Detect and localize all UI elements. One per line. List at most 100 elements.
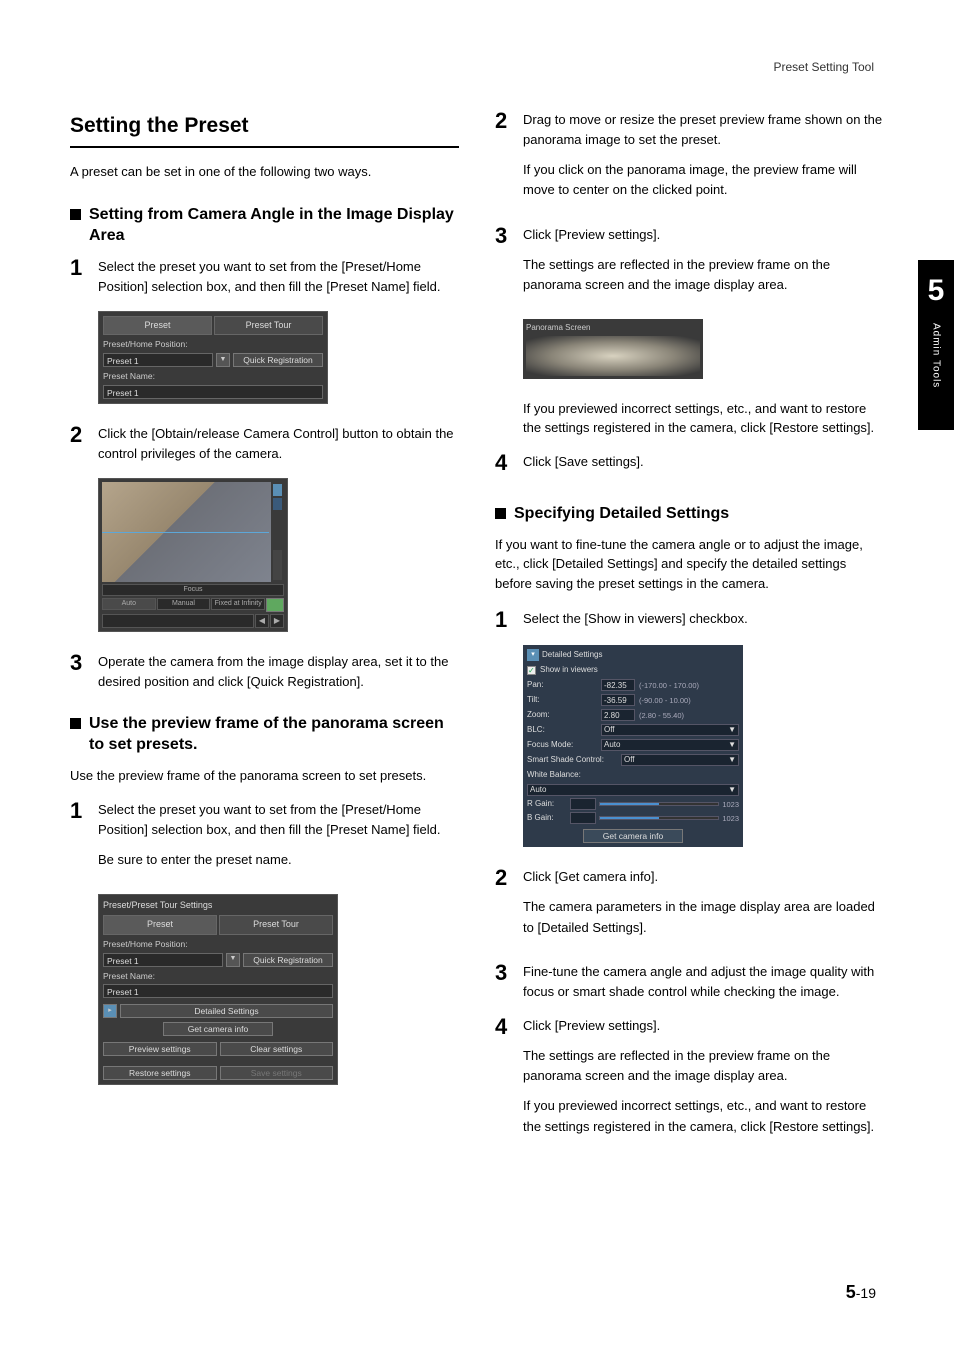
sectA-step3: 3 Operate the camera from the image disp… (70, 652, 459, 692)
square-bullet-icon (70, 718, 81, 729)
section-c-title: Specifying Detailed Settings (514, 504, 729, 525)
tab-preset-tour[interactable]: Preset Tour (214, 316, 323, 336)
r-gain-input[interactable] (570, 798, 596, 810)
dropdown-arrow-icon[interactable]: ▼ (226, 953, 240, 967)
panorama-screen-label: Panorama Screen (526, 322, 700, 334)
r-gain-slider[interactable] (599, 802, 719, 806)
step-number: 1 (495, 609, 513, 631)
dropdown-arrow-icon[interactable]: ▼ (216, 353, 230, 367)
section-b-title: Use the preview frame of the panorama sc… (89, 714, 459, 756)
right-step3: 3 Click [Preview settings]. The settings… (495, 225, 884, 305)
page-footer: 5-19 (846, 1279, 876, 1306)
camera-live-image[interactable] (102, 482, 284, 582)
zoom-label: Zoom: (527, 709, 597, 721)
preset-position-select[interactable]: Preset 1 (103, 353, 213, 367)
step-number: 3 (495, 225, 513, 305)
footer-chapter: 5 (846, 1282, 856, 1302)
b-gain-max: 1023 (722, 813, 739, 824)
detailed-settings-button[interactable]: Detailed Settings (120, 1004, 333, 1018)
smart-shade-select[interactable]: Off▼ (621, 754, 739, 766)
focus-mode-select[interactable]: Auto▼ (601, 739, 739, 751)
b-gain-slider[interactable] (599, 816, 719, 820)
zoom-input[interactable]: 2.80 (601, 709, 635, 721)
r-gain-label: R Gain: (527, 798, 567, 810)
step-text-main: Click [Preview settings]. (523, 225, 884, 245)
white-balance-select[interactable]: Auto▼ (527, 784, 739, 796)
focus-mode-label: Focus Mode: (527, 739, 597, 751)
focus-fixed-button[interactable]: Fixed at Infinity (211, 598, 265, 610)
preset-name-input[interactable]: Preset 1 (103, 385, 323, 399)
zoom-range: (2.80 - 55.40) (639, 710, 684, 721)
section-c-heading: Specifying Detailed Settings (495, 504, 884, 525)
get-camera-info-button[interactable]: Get camera info (163, 1022, 273, 1036)
focus-confirm-icon[interactable] (266, 598, 284, 612)
pan-input[interactable]: -82.35 (601, 679, 635, 691)
preset-panel-figure-2: Preset/Preset Tour Settings Preset Prese… (98, 894, 459, 1086)
step-number: 4 (495, 452, 513, 474)
pan-right-icon[interactable]: ▶ (270, 614, 284, 628)
quick-registration-button[interactable]: Quick Registration (243, 953, 333, 967)
sectC-step3: 3 Fine-tune the camera angle and adjust … (495, 962, 884, 1002)
title-rule (70, 146, 459, 148)
preset-position-label: Preset/Home Position: (103, 938, 333, 951)
step-number: 2 (495, 867, 513, 947)
pan-range: (-170.00 - 170.00) (639, 680, 699, 691)
blc-label: BLC: (527, 724, 597, 736)
focus-manual-button[interactable]: Manual (157, 598, 211, 610)
preset-position-select[interactable]: Preset 1 (103, 953, 223, 967)
step-text-main: Select the preset you want to set from t… (98, 800, 459, 840)
panorama-image[interactable] (526, 336, 700, 376)
panorama-screen-figure: Panorama Screen (523, 319, 884, 379)
sectC-step1: 1 Select the [Show in viewers] checkbox. (495, 609, 884, 631)
section-b-heading: Use the preview frame of the panorama sc… (70, 714, 459, 756)
section-a-heading: Setting from Camera Angle in the Image D… (70, 205, 459, 247)
collapse-icon[interactable]: ▾ (527, 649, 539, 661)
show-in-viewers-label: Show in viewers (540, 664, 598, 676)
step-text: Drag to move or resize the preset previe… (523, 110, 884, 211)
pan-left-icon[interactable]: ◀ (255, 614, 269, 628)
sectC-step4: 4 Click [Preview settings]. The settings… (495, 1016, 884, 1147)
preview-settings-button[interactable]: Preview settings (103, 1042, 217, 1056)
step-text: Select the preset you want to set from t… (98, 800, 459, 880)
quick-registration-button[interactable]: Quick Registration (233, 353, 323, 367)
right-column: 2 Drag to move or resize the preset prev… (495, 110, 884, 1161)
tab-preset[interactable]: Preset (103, 915, 217, 935)
step-text-sub2: If you previewed incorrect settings, etc… (523, 1096, 884, 1136)
step-text: Operate the camera from the image displa… (98, 652, 459, 692)
focus-auto-button[interactable]: Auto (102, 598, 156, 610)
step-number: 3 (70, 652, 88, 692)
step-text: Click the [Obtain/release Camera Control… (98, 424, 459, 464)
expand-detailed-icon[interactable]: ▸ (103, 1004, 117, 1018)
right-step4: 4 Click [Save settings]. (495, 452, 884, 474)
save-settings-button[interactable]: Save settings (220, 1066, 334, 1080)
r-gain-max: 1023 (722, 799, 739, 810)
obtain-control-icon[interactable] (273, 484, 282, 496)
show-in-viewers-checkbox[interactable] (527, 666, 536, 675)
restore-settings-button[interactable]: Restore settings (103, 1066, 217, 1080)
tab-preset-tour[interactable]: Preset Tour (219, 915, 333, 935)
tab-preset[interactable]: Preset (103, 316, 212, 336)
sectB-step1: 1 Select the preset you want to set from… (70, 800, 459, 880)
get-camera-info-button[interactable]: Get camera info (583, 829, 683, 843)
two-column-layout: Setting the Preset A preset can be set i… (70, 110, 884, 1161)
tilt-input[interactable]: -36.59 (601, 694, 635, 706)
section-a-title: Setting from Camera Angle in the Image D… (89, 205, 459, 247)
sectC-step2: 2 Click [Get camera info]. The camera pa… (495, 867, 884, 947)
section-b-intro: Use the preview frame of the panorama sc… (70, 766, 459, 786)
blc-select[interactable]: Off▼ (601, 724, 739, 736)
preset-panel-figure-1: Preset Preset Tour Preset/Home Position:… (98, 311, 459, 404)
pan-slider[interactable] (102, 614, 254, 628)
snapshot-icon[interactable] (273, 498, 282, 510)
preset-panel: Preset Preset Tour Preset/Home Position:… (98, 311, 328, 404)
step-text-note: Be sure to enter the preset name. (98, 850, 459, 870)
b-gain-input[interactable] (570, 812, 596, 824)
step-text-main: Click [Get camera info]. (523, 867, 884, 887)
zoom-slider[interactable] (273, 550, 282, 580)
footer-page: 19 (860, 1285, 876, 1301)
camera-control-sidebar (271, 482, 284, 582)
clear-settings-button[interactable]: Clear settings (220, 1042, 334, 1056)
step-text: Select the preset you want to set from t… (98, 257, 459, 297)
intro-text: A preset can be set in one of the follow… (70, 162, 459, 182)
step-text: Click [Preview settings]. The settings a… (523, 1016, 884, 1147)
preset-name-input[interactable]: Preset 1 (103, 984, 333, 998)
